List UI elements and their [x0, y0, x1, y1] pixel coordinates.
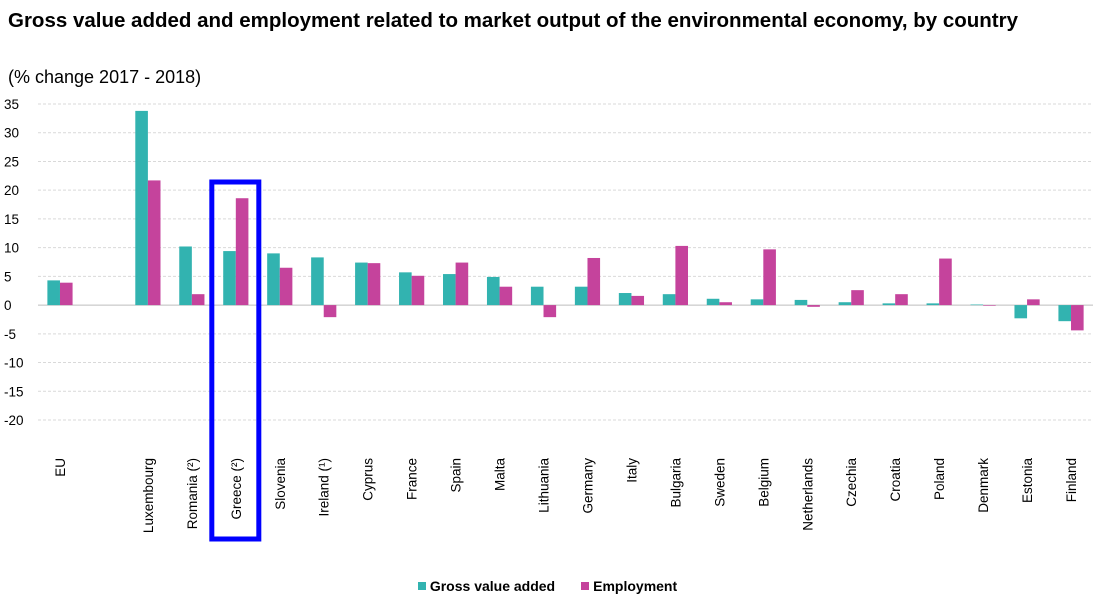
bar-gva	[882, 303, 896, 306]
legend: Gross value added Employment	[0, 578, 1095, 594]
category-label: Spain	[449, 458, 464, 493]
category-label: Luxembourg	[141, 458, 156, 533]
bar-employment	[455, 262, 469, 306]
category-label: Lithuania	[537, 458, 552, 513]
bar-gva	[794, 299, 808, 306]
bar-gva	[486, 276, 500, 306]
bar-gva	[750, 299, 764, 306]
bar-chart: 35 30 25 20 15 10 5 0 -5 -10 -15 -20 EU Luxembourg Ro…	[4, 97, 1093, 542]
category-label: EU	[53, 458, 68, 477]
legend-label-gva: Gross value added	[429, 578, 556, 594]
bar-gva	[267, 253, 280, 306]
bars	[47, 110, 1084, 331]
bar-gva	[970, 304, 984, 306]
bar-employment	[675, 245, 688, 306]
y-tick-label: -15	[4, 384, 24, 399]
category-label: Sweden	[712, 458, 727, 507]
category-label: Italy	[624, 458, 639, 483]
bar-employment	[895, 294, 908, 306]
bar-gva	[618, 293, 632, 306]
bar-employment	[543, 305, 557, 318]
y-tick-label: 30	[4, 126, 19, 141]
category-label: Czechia	[844, 458, 859, 507]
category-label: Poland	[932, 458, 947, 500]
category-label: Germany	[580, 458, 595, 514]
category-label: Ireland (¹)	[317, 458, 332, 517]
category-label: Netherlands	[800, 458, 815, 531]
category-label: Bulgaria	[668, 458, 683, 508]
bar-employment	[631, 295, 645, 306]
bar-employment	[323, 305, 337, 318]
bar-gva	[574, 286, 588, 306]
category-label: Cyprus	[361, 458, 376, 501]
y-tick-label: 0	[4, 298, 12, 313]
bar-employment	[499, 286, 513, 306]
category-label: France	[405, 458, 420, 500]
bar-employment	[719, 302, 732, 306]
y-tick-label: 20	[4, 183, 19, 198]
y-tick-label: 25	[4, 154, 19, 169]
category-label: Romania (²)	[185, 458, 200, 529]
bar-employment	[587, 257, 601, 306]
legend-item-gva[interactable]: Gross value added	[417, 578, 556, 594]
chart-title: Gross value added and employment related…	[8, 9, 1019, 32]
bar-employment	[763, 249, 776, 306]
x-axis-categories: EU Luxembourg Romania (²) Greece (²) Sloveni…	[53, 458, 1079, 534]
bar-gva	[926, 303, 940, 306]
y-tick-label: 10	[4, 241, 19, 256]
y-tick-label: -5	[4, 327, 16, 342]
y-axis-ticks: 35 30 25 20 15 10 5 0 -5 -10 -15 -20	[4, 97, 24, 428]
bar-gva	[443, 274, 456, 306]
bar-employment	[1071, 305, 1084, 331]
y-tick-label: -20	[4, 413, 24, 428]
bar-gva	[1058, 305, 1072, 322]
bar-gva	[662, 294, 676, 306]
category-label: Finland	[1064, 458, 1079, 502]
bar-gva	[838, 302, 852, 306]
legend-label-employment: Employment	[593, 578, 678, 594]
bar-employment	[235, 198, 249, 306]
bar-employment	[191, 294, 205, 306]
bar-gva	[179, 246, 192, 306]
category-label: Belgium	[756, 458, 771, 507]
bar-employment	[939, 258, 952, 306]
y-tick-label: 35	[4, 97, 19, 112]
legend-item-employment[interactable]: Employment	[581, 578, 677, 594]
highlight-box	[209, 179, 262, 542]
bar-employment	[59, 282, 73, 306]
bar-gva	[47, 280, 60, 306]
bar-employment	[279, 267, 293, 306]
bar-gva	[311, 257, 324, 306]
bar-employment	[367, 263, 381, 306]
bar-gva	[355, 262, 368, 306]
bar-gva	[1014, 305, 1028, 319]
y-tick-label: 5	[4, 269, 12, 284]
bar-gva	[530, 286, 544, 306]
highlight-layer	[209, 179, 262, 542]
chart-subtitle: (% change 2017 - 2018)	[8, 67, 202, 87]
y-tick-label: 15	[4, 212, 19, 227]
bar-employment	[851, 290, 864, 306]
bar-employment	[807, 305, 820, 307]
bar-gva	[223, 251, 236, 306]
legend-swatch-gva	[417, 582, 426, 590]
legend-swatch-employment	[581, 582, 590, 590]
bar-employment	[411, 275, 425, 306]
bar-gva	[706, 298, 720, 306]
bar-employment	[1027, 299, 1040, 306]
category-label: Slovenia	[273, 458, 288, 510]
category-label: Greece (²)	[229, 458, 244, 520]
category-label: Malta	[493, 458, 508, 492]
gridlines	[38, 103, 1093, 421]
y-tick-label: -10	[4, 356, 24, 371]
bar-employment	[983, 305, 996, 306]
category-label: Croatia	[888, 458, 903, 502]
category-label: Estonia	[1020, 458, 1035, 504]
bar-gva	[399, 272, 412, 306]
category-label: Denmark	[976, 458, 991, 513]
bar-employment	[147, 180, 161, 306]
bar-gva	[135, 110, 148, 306]
